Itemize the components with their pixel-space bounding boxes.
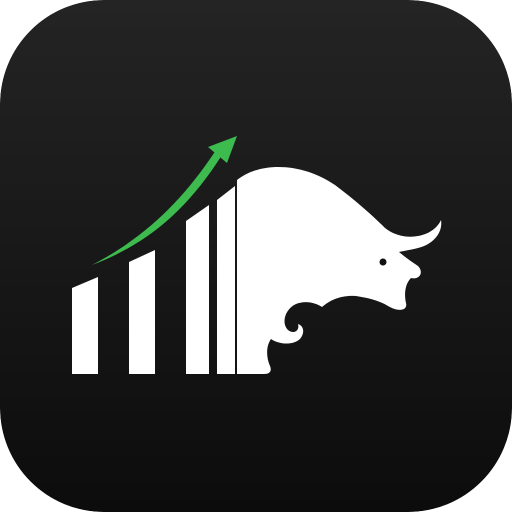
bar-3 bbox=[186, 205, 209, 374]
bull-eye bbox=[380, 259, 387, 266]
bar-1 bbox=[72, 277, 98, 374]
bar-2 bbox=[129, 250, 155, 374]
bar-4 bbox=[217, 186, 235, 374]
